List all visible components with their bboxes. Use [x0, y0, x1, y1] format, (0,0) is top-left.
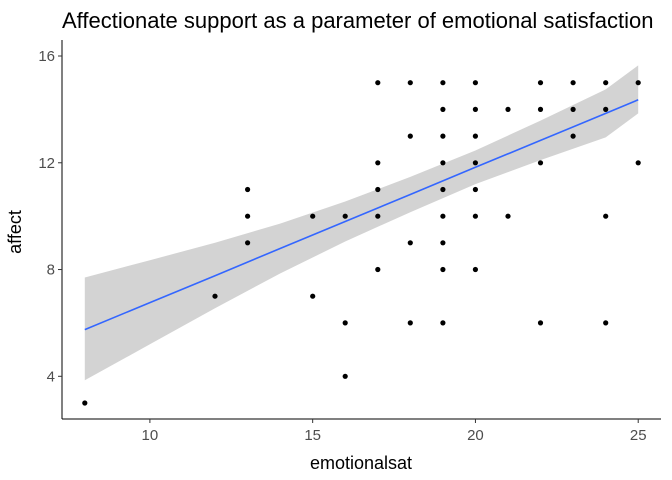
x-tick-label: 25 — [630, 427, 647, 444]
axes-layer: 10 15 20 25 4 8 12 16 — [38, 40, 661, 444]
confidence-band — [84, 65, 639, 381]
data-point — [537, 106, 544, 112]
data-point — [603, 213, 609, 219]
data-points-layer — [82, 80, 641, 406]
data-point — [407, 80, 413, 86]
data-point — [603, 80, 609, 86]
data-point — [212, 293, 218, 299]
regression-line — [84, 99, 639, 331]
data-point — [440, 186, 446, 193]
data-point — [245, 240, 251, 246]
data-point — [407, 320, 413, 326]
y-tick-label: 16 — [38, 48, 55, 65]
data-point — [375, 80, 381, 86]
data-point — [472, 133, 478, 139]
data-point — [440, 106, 446, 112]
data-point — [440, 240, 446, 246]
data-point — [407, 133, 413, 139]
data-point — [570, 80, 576, 86]
data-point — [472, 266, 478, 273]
x-tick-label: 10 — [142, 427, 159, 444]
y-axis-title: affect — [5, 210, 25, 254]
x-tick-label: 15 — [304, 427, 321, 444]
data-point — [245, 186, 251, 193]
data-point — [472, 80, 478, 86]
data-point — [310, 293, 316, 299]
data-point — [472, 186, 478, 193]
data-point — [440, 160, 446, 166]
data-point — [635, 80, 641, 86]
data-point — [342, 213, 348, 219]
data-point — [603, 106, 609, 112]
data-point — [505, 106, 511, 112]
data-point — [342, 373, 348, 379]
data-point — [537, 160, 544, 166]
data-point — [375, 266, 381, 273]
confidence-band-layer — [84, 65, 639, 381]
data-point — [570, 106, 576, 112]
x-axis-title: emotionalsat — [310, 453, 412, 473]
data-point — [635, 160, 641, 166]
data-point — [537, 320, 544, 326]
data-point — [505, 213, 511, 219]
data-point — [82, 400, 88, 406]
regression-line-layer — [84, 99, 639, 331]
x-tick-label: 20 — [467, 427, 484, 444]
y-tick-label: 4 — [47, 368, 55, 385]
data-point — [375, 213, 381, 219]
data-point — [245, 213, 251, 219]
y-tick-label: 8 — [47, 262, 55, 279]
data-point — [570, 133, 576, 139]
data-point — [407, 240, 413, 246]
data-point — [440, 213, 446, 219]
chart-title: Affectionate support as a parameter of e… — [62, 8, 654, 33]
data-point — [440, 266, 446, 273]
data-point — [375, 160, 381, 166]
data-point — [440, 80, 446, 86]
data-point — [537, 80, 544, 86]
data-point — [472, 160, 478, 166]
data-point — [440, 133, 446, 139]
data-point — [375, 186, 381, 193]
data-point — [603, 320, 609, 326]
data-point — [310, 213, 316, 219]
data-point — [472, 213, 478, 219]
data-point — [342, 320, 348, 326]
data-point — [472, 106, 478, 112]
y-tick-label: 12 — [38, 155, 55, 172]
data-point — [440, 320, 446, 326]
